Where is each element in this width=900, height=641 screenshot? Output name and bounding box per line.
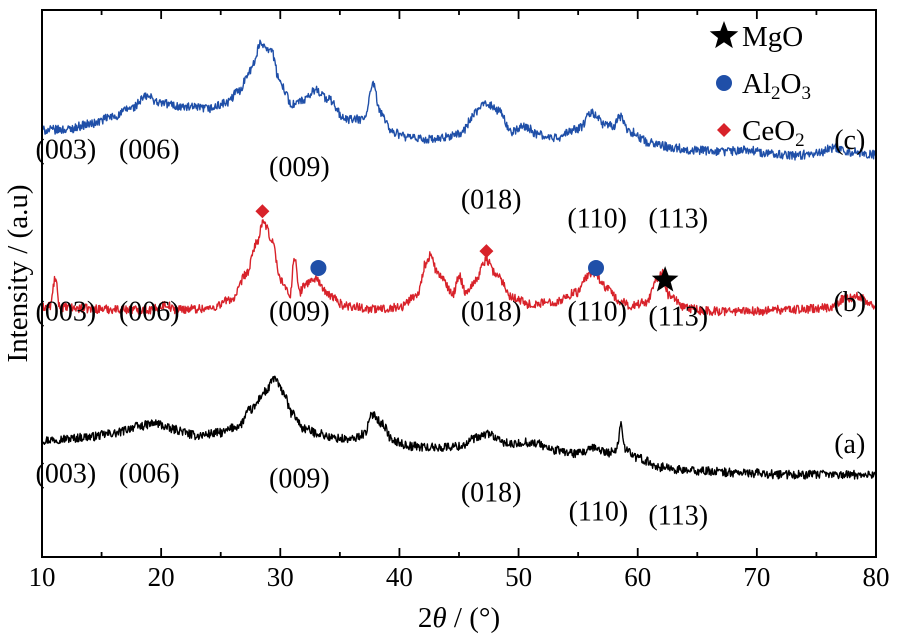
legend-text: CeO [742, 115, 795, 147]
series-label-b: (b) [833, 287, 866, 318]
miller-index-label: (003) [36, 135, 97, 166]
series-line-c [41, 39, 877, 161]
miller-index-label: (110) [569, 497, 629, 528]
series-label-c: (c) [834, 125, 865, 156]
miller-index-label: (003) [36, 297, 97, 328]
series-label-a: (a) [834, 429, 865, 460]
miller-index-label: (113) [648, 301, 708, 332]
phase-marker-diamond [479, 244, 494, 259]
miller-index-label: (006) [119, 297, 180, 328]
phase-marker-circle [588, 259, 605, 276]
legend-text: Al [742, 68, 771, 100]
legend-subscript: 3 [801, 83, 811, 104]
x-tick-label: 10 [29, 562, 56, 592]
legend-text: MgO [742, 21, 803, 53]
y-axis-label: Intensity / (a.u) [2, 185, 34, 363]
phase-marker-diamond [255, 204, 270, 219]
x-axis-label-part: θ [432, 602, 446, 634]
series-layer [41, 39, 877, 480]
miller-index-label: (006) [119, 135, 180, 166]
miller-index-label: (113) [648, 203, 708, 234]
miller-index-label: (003) [36, 459, 97, 490]
miller-index-label: (009) [269, 297, 330, 328]
legend-label: Al2O3 [742, 68, 811, 104]
miller-index-label: (110) [567, 203, 627, 234]
miller-index-label: (018) [461, 185, 522, 216]
series-line-b [41, 219, 877, 317]
miller-index-label: (018) [461, 297, 522, 328]
legend-text: O [781, 68, 802, 100]
miller-index-label: (018) [461, 478, 522, 509]
x-tick-label: 50 [505, 562, 532, 592]
x-tick-label: 80 [863, 562, 890, 592]
phase-marker-circle [310, 259, 327, 276]
x-tick-label: 70 [743, 562, 770, 592]
miller-index-label: (110) [567, 297, 627, 328]
x-tick-label: 30 [267, 562, 294, 592]
label-layer: (003) (006) (009) (018) (110) (113) (a) (003) (0… [36, 125, 867, 531]
x-axis-label-part: / (°) [447, 602, 500, 634]
x-axis-label-part: 2 [418, 602, 433, 634]
x-axis-label: 2θ / (°) [418, 602, 500, 634]
phase-marker-star [651, 266, 679, 292]
miller-index-label: (006) [119, 459, 180, 490]
legend-label: CeO2 [742, 115, 805, 151]
legend-label: MgO [742, 21, 803, 53]
series-line-a [41, 375, 877, 480]
miller-index-label: (009) [269, 152, 330, 183]
legend-subscript: 2 [771, 83, 781, 104]
legend-marker-star [709, 21, 739, 49]
x-tick-label: 40 [386, 562, 413, 592]
miller-index-label: (009) [269, 463, 330, 494]
miller-index-label: (113) [648, 501, 708, 532]
legend-subscript: 2 [795, 130, 805, 151]
legend-marker-diamond [717, 123, 731, 137]
x-tick-label: 60 [624, 562, 651, 592]
legend-marker-circle [716, 75, 732, 91]
x-tick-label: 20 [148, 562, 175, 592]
